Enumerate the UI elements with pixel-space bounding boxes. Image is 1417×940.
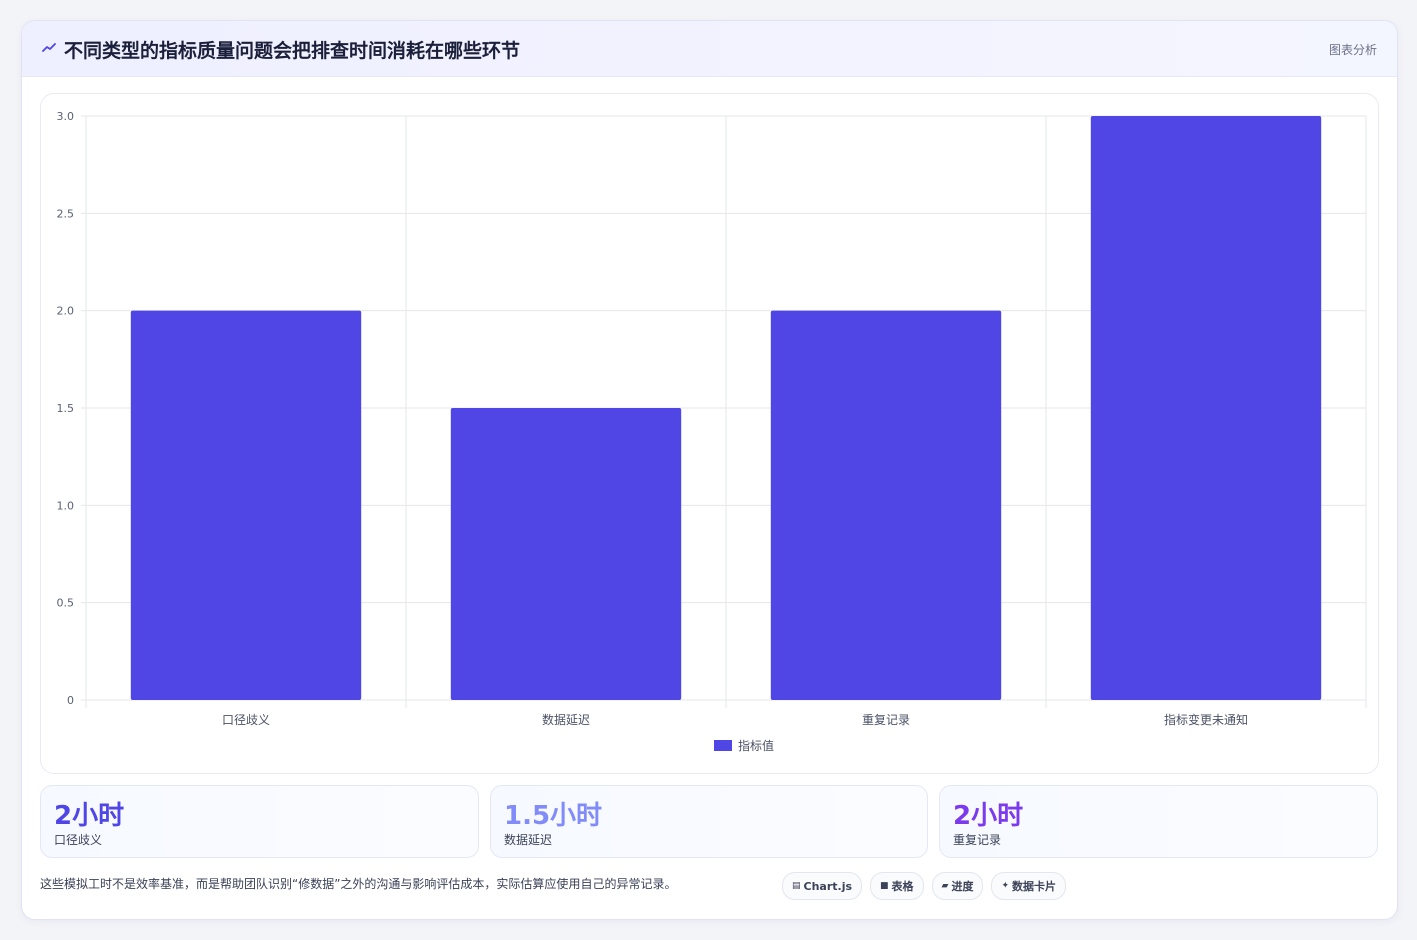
legend-swatch [714, 740, 732, 751]
bar-chart-container: 0 0.5 1.0 1.5 2.0 2.5 3.0 口径歧义 数据延迟 重复记录 指标变更未通知指标… [40, 93, 1379, 774]
y-tick-label: 2.0 [57, 305, 75, 318]
bar [770, 310, 1002, 700]
chip-label: 进度 [951, 880, 974, 893]
y-tick-label: 0 [67, 694, 74, 707]
bar [450, 408, 682, 700]
stat-value-1: 2小时 [54, 801, 125, 831]
chart-line-icon [42, 43, 56, 52]
bar-chart: 0 0.5 1.0 1.5 2.0 2.5 3.0 口径歧义 数据延迟 重复记录 指标变更未通知指标… [57, 110, 1367, 753]
chart-card: 不同类型的指标质量问题会把排查时间消耗在哪些环节 图表分析 0 0.5 1.0 1.5… [21, 20, 1398, 920]
x-tick-label: 数据延迟 [542, 712, 590, 727]
chip-table[interactable]: ■ 表格 [870, 872, 924, 900]
y-tick-label: 1.5 [57, 402, 75, 415]
chip-label: Chart.js [803, 879, 853, 893]
y-tick-label: 3.0 [57, 110, 75, 123]
legend-label: 指标值 [738, 738, 774, 753]
footnote: 这些模拟工时不是效率基准，而是帮助团队识别“修数据”之外的沟通与影响评估成本，实… [40, 877, 677, 891]
stat-label-1: 口径歧义 [54, 833, 103, 847]
x-tick-label: 指标变更未通知 [1164, 712, 1248, 727]
stat-card-2: 1.5小时 数据延迟 [490, 785, 928, 858]
bar [130, 310, 362, 700]
sparkle-icon: ✦ [1001, 881, 1010, 891]
y-tick-label: 1.0 [57, 499, 75, 512]
y-tick-label: 2.5 [57, 207, 75, 220]
stat-value-3: 2小时 [953, 801, 1024, 831]
chip-chartjs[interactable]: ▤ Chart.js [782, 872, 863, 900]
feature-chips: ▤ Chart.js ■ 表格 ▰ 进度 ✦ 数据卡片 [782, 872, 1067, 900]
progress-icon: ▰ [941, 881, 949, 891]
stat-card-3: 2小时 重复记录 [939, 785, 1378, 858]
chip-label: 表格 [891, 880, 914, 893]
chip-data-card[interactable]: ✦ 数据卡片 [991, 872, 1067, 900]
x-tick-label: 重复记录 [862, 713, 910, 727]
chip-label: 数据卡片 [1012, 880, 1057, 893]
y-tick-label: 0.5 [57, 597, 75, 610]
table-icon: ■ [880, 881, 889, 891]
x-tick-label: 口径歧义 [222, 713, 270, 727]
stat-label-3: 重复记录 [953, 833, 1002, 847]
chip-progress[interactable]: ▰ 进度 [931, 872, 984, 900]
bar [1090, 116, 1322, 700]
chart-analysis-tag: 图表分析 [1328, 43, 1377, 57]
stat-label-2: 数据延迟 [504, 833, 553, 847]
card-header: 不同类型的指标质量问题会把排查时间消耗在哪些环节 图表分析 [22, 21, 1397, 77]
chart-icon: ▤ [792, 881, 801, 891]
stat-value-2: 1.5小时 [504, 801, 603, 831]
stat-card-1: 2小时 口径歧义 [40, 785, 479, 858]
page-title: 不同类型的指标质量问题会把排查时间消耗在哪些环节 [64, 40, 521, 62]
